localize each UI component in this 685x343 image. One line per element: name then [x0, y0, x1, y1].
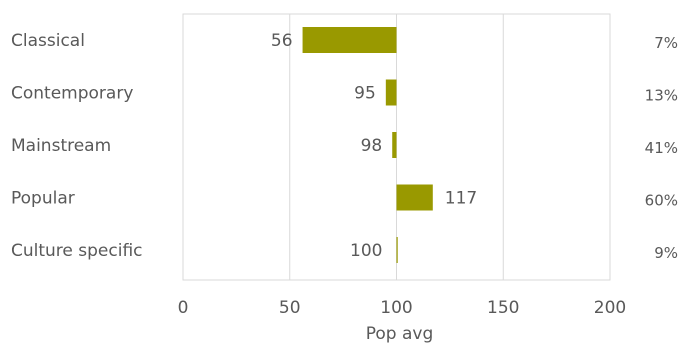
share-labels: 7% 13% 41% 60% 9% [645, 34, 678, 262]
data-label: 56 [271, 31, 293, 51]
bars [302, 27, 433, 263]
share-label: 13% [645, 87, 678, 105]
x-axis-title: Pop avg [366, 324, 434, 343]
bar [392, 132, 397, 158]
category-label: Popular [11, 189, 75, 209]
plot-frame [182, 13, 611, 281]
x-tick-label: 150 [487, 298, 519, 318]
x-tick-label: 50 [279, 298, 301, 318]
data-label: 98 [361, 136, 383, 156]
category-labels: Classical Contemporary Mainstream Popular Cu… [11, 31, 143, 261]
bar [302, 27, 397, 53]
category-label: Culture specific [11, 241, 143, 261]
x-tick-labels: 0 50 100 150 200 [178, 298, 627, 318]
bar [385, 79, 397, 106]
share-label: 7% [654, 34, 678, 52]
category-label: Mainstream [11, 136, 111, 156]
x-tick-label: 200 [594, 298, 626, 318]
bar [396, 237, 398, 263]
data-label: 117 [445, 189, 477, 209]
data-label: 100 [350, 241, 382, 261]
x-tick-label: 0 [178, 298, 189, 318]
share-label: 60% [645, 192, 678, 210]
x-tick-label: 100 [380, 298, 412, 318]
category-label: Contemporary [11, 84, 133, 104]
share-label: 41% [645, 139, 678, 157]
share-label: 9% [654, 244, 678, 262]
category-label: Classical [11, 31, 85, 51]
bar [396, 184, 433, 211]
data-label: 95 [354, 84, 376, 104]
data-labels: 56 95 98 117 100 [271, 31, 477, 261]
